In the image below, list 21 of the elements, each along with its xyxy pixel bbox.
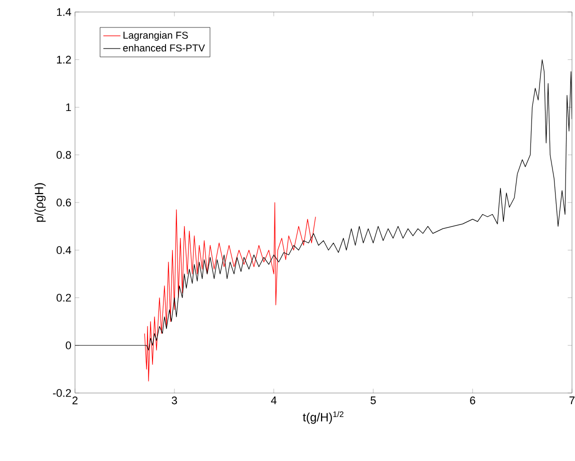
y-tick-label: 0.4 (56, 246, 72, 254)
legend-label: enhanced FS-PTV (123, 44, 205, 52)
y-tick-label: 1.2 (57, 56, 71, 64)
y-tick-label: -0.2 (53, 389, 71, 397)
x-tick-label: 5 (370, 396, 376, 404)
x-axis-title: t(g/H)$^{1/2}$ (302, 411, 344, 424)
x-tick-label: 4 (270, 396, 277, 404)
y-tick-label: 0.8 (56, 150, 71, 159)
legend-label: Lagrangian FS (124, 31, 188, 41)
y-tick-label: 0.6 (56, 198, 71, 206)
x-tick-label: 3 (172, 396, 177, 404)
y-tick-label: 1 (66, 103, 71, 112)
line-series (144, 202, 316, 382)
line-series (75, 59, 572, 350)
y-tick-label: 0.2 (56, 294, 71, 302)
y-tick-label: 0 (66, 341, 72, 350)
y-axis-title: p/(ρgH) (34, 183, 46, 222)
y-tick-label: 1.4 (57, 8, 72, 16)
x-tick-label: 6 (470, 396, 476, 404)
x-tick-label: 2 (72, 396, 78, 404)
x-tick-label: 7 (570, 396, 575, 404)
